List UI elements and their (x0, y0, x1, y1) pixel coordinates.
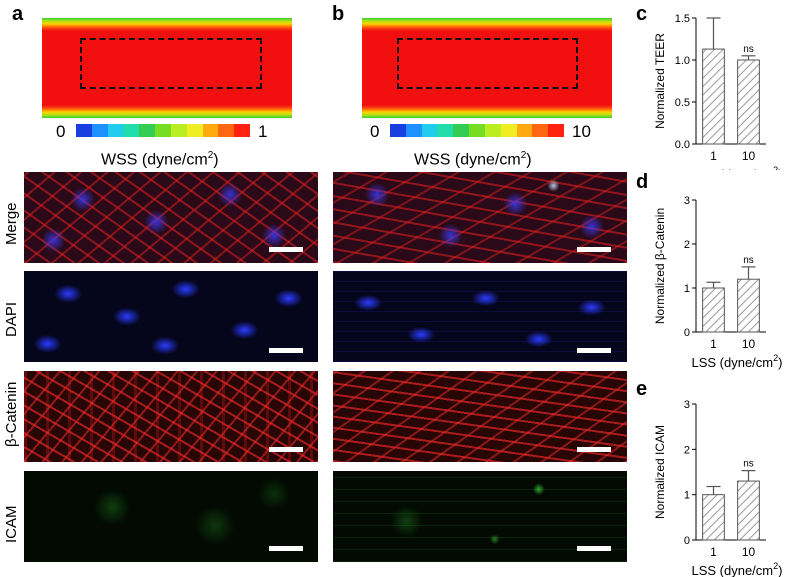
y-tick-label: 1 (684, 490, 690, 502)
x-tick-label: 10 (742, 545, 756, 559)
y-tick-label: 1.0 (675, 55, 690, 67)
color-scale-a (76, 124, 250, 137)
significance-label: ns (743, 44, 754, 55)
wss-axis-label-b: WSS (dyne/cm2) (414, 150, 532, 169)
wss-heatmap-b (362, 18, 612, 118)
y-axis-label: Normalized TEER (653, 33, 667, 129)
scale-max-b: 10 (572, 122, 591, 141)
row-label-icam: ICAM (3, 505, 20, 544)
y-tick-label: 1 (684, 283, 690, 295)
panel-label-c: c (636, 3, 648, 25)
roi-box-b (397, 38, 578, 89)
x-tick-label: 10 (742, 149, 756, 163)
row-label-merge: Merge (3, 202, 20, 245)
bar (737, 480, 760, 541)
y-tick-label: 0.0 (675, 139, 690, 151)
x-axis-label: LSS (dyne/cm2) (691, 165, 782, 170)
x-tick-label: 1 (710, 337, 717, 351)
wss-axis-label-a: WSS (dyne/cm2) (101, 150, 219, 169)
micrograph-icam-a (24, 471, 318, 562)
micrograph-dapi-b (333, 271, 627, 362)
wss-heatmap-a (42, 18, 292, 118)
y-tick-label: 2 (684, 239, 690, 251)
micrograph-merge-b (333, 172, 627, 263)
x-tick-label: 1 (710, 545, 717, 559)
micrograph-merge-a (24, 172, 318, 263)
y-tick-label: 0.5 (675, 97, 690, 109)
row-label-catenin: β-Catenin (3, 381, 20, 447)
scale-max-a: 1 (258, 122, 268, 141)
y-tick-label: 3 (684, 399, 690, 411)
roi-box-a (80, 38, 262, 89)
chart-icam: 0 1 2 3 1 10 ns Normalized ICAM LSS (dyne/cm2) (653, 399, 783, 577)
bar (737, 278, 760, 333)
row-label-dapi: DAPI (3, 301, 20, 337)
bar (702, 494, 725, 541)
chart-teer: 0.0 0.5 1.0 1.5 1 10 ns Normalized TEER LSS (dyn… (653, 13, 783, 170)
micrograph-catenin-b (333, 371, 627, 462)
panel-label-d: d (636, 171, 649, 193)
y-tick-label: 0 (684, 535, 690, 547)
chart-catenin: 0 1 2 3 1 10 ns Normalized β-Catenin LSS (dyne/c… (653, 195, 783, 370)
x-tick-label: 1 (710, 149, 717, 163)
bar (702, 287, 725, 333)
micrograph-dapi-a (24, 271, 318, 362)
scale-min-a: 0 (56, 122, 66, 141)
panel-label-a: a (12, 3, 24, 25)
bar (737, 59, 760, 145)
panel-label-e: e (636, 378, 648, 400)
y-tick-label: 1.5 (675, 13, 690, 25)
panel-label-b: b (332, 3, 345, 25)
significance-label: ns (743, 459, 754, 470)
bar (702, 48, 725, 145)
y-axis-label: Normalized β-Catenin (653, 208, 667, 324)
y-tick-label: 0 (684, 327, 690, 339)
x-tick-label: 10 (742, 337, 756, 351)
x-axis-label: LSS (dyne/cm2) (691, 353, 782, 370)
y-tick-label: 3 (684, 195, 690, 207)
scale-min-b: 0 (370, 122, 380, 141)
y-axis-label: Normalized ICAM (653, 425, 667, 519)
micrograph-catenin-a (24, 371, 318, 462)
y-tick-label: 2 (684, 444, 690, 456)
color-scale-b (390, 124, 564, 137)
x-axis-label: LSS (dyne/cm2) (691, 561, 782, 577)
significance-label: ns (743, 255, 754, 266)
micrograph-icam-b (333, 471, 627, 562)
